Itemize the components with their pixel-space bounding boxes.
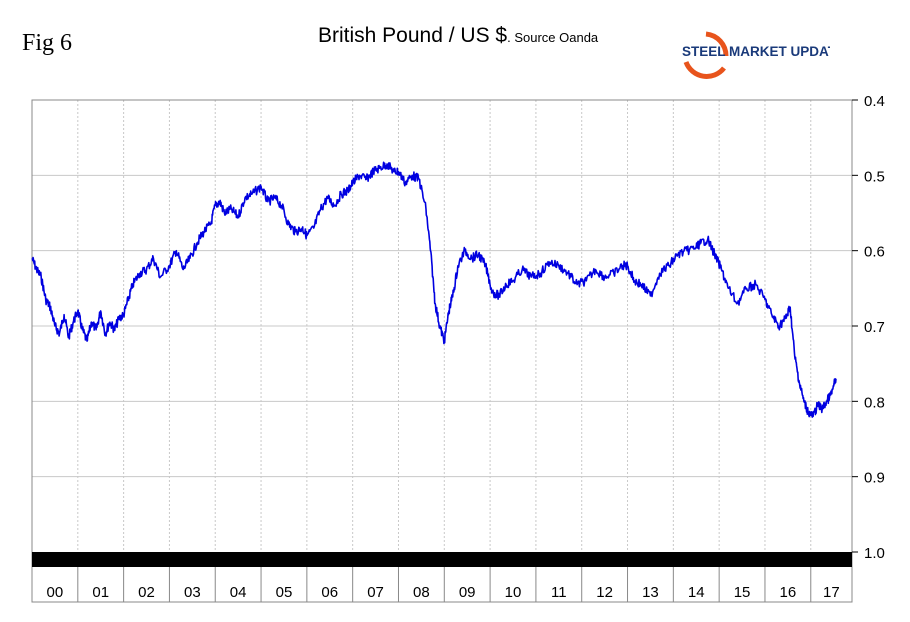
y-tick-label: 1.0 — [864, 545, 885, 562]
x-tick-label: 09 — [459, 584, 476, 601]
logo-text: STEEL MARKET UPDATE — [682, 44, 830, 59]
steel-market-update-logo: STEEL MARKET UPDATE — [682, 31, 830, 79]
x-tick-label: 17 — [823, 584, 840, 601]
x-tick-label: 08 — [413, 584, 430, 601]
grid-lines — [32, 100, 852, 552]
logo-arc-bottom — [683, 60, 726, 79]
chart-title: British Pound / US $ — [318, 24, 508, 47]
y-tick-label: 0.7 — [864, 319, 885, 336]
x-tick-label: 04 — [230, 584, 247, 601]
y-tick-label: 0.9 — [864, 470, 885, 487]
x-tick-label: 01 — [92, 584, 109, 601]
x-tick-label: 16 — [780, 584, 797, 601]
logo-arc-top — [705, 31, 729, 57]
chart-subtitle: . Source Oanda — [507, 30, 599, 45]
x-axis-bar — [32, 552, 852, 567]
y-tick-label: 0.5 — [864, 168, 885, 185]
x-axis-cells — [31, 567, 853, 602]
y-tick-label: 0.6 — [864, 244, 885, 261]
x-tick-label: 13 — [642, 584, 659, 601]
x-tick-label: 00 — [47, 584, 64, 601]
x-tick-label: 07 — [367, 584, 384, 601]
plot-frame — [31, 99, 853, 603]
x-tick-label: 10 — [505, 584, 522, 601]
x-tick-label: 02 — [138, 584, 155, 601]
x-tick-label: 15 — [734, 584, 751, 601]
x-tick-label: 03 — [184, 584, 201, 601]
x-tick-label: 05 — [276, 584, 293, 601]
x-tick-label: 06 — [321, 584, 338, 601]
y-axis-ticks: 0.4 0.5 0.6 0.7 0.8 0.9 1.0 — [852, 93, 885, 562]
y-tick-label: 0.8 — [864, 394, 885, 411]
x-tick-label: 14 — [688, 584, 705, 601]
y-tick-label: 0.4 — [864, 93, 885, 110]
x-axis-ticks: 00 01 02 03 04 05 06 07 08 09 10 11 12 13 14 15 16 17 — [47, 584, 840, 601]
series-line-gbp-usd — [31, 161, 837, 418]
figure-label: Fig 6 — [22, 30, 73, 56]
x-tick-label: 12 — [596, 584, 613, 601]
x-tick-label: 11 — [551, 584, 567, 601]
chart-title-group: British Pound / US $. Source Oanda — [318, 24, 598, 48]
